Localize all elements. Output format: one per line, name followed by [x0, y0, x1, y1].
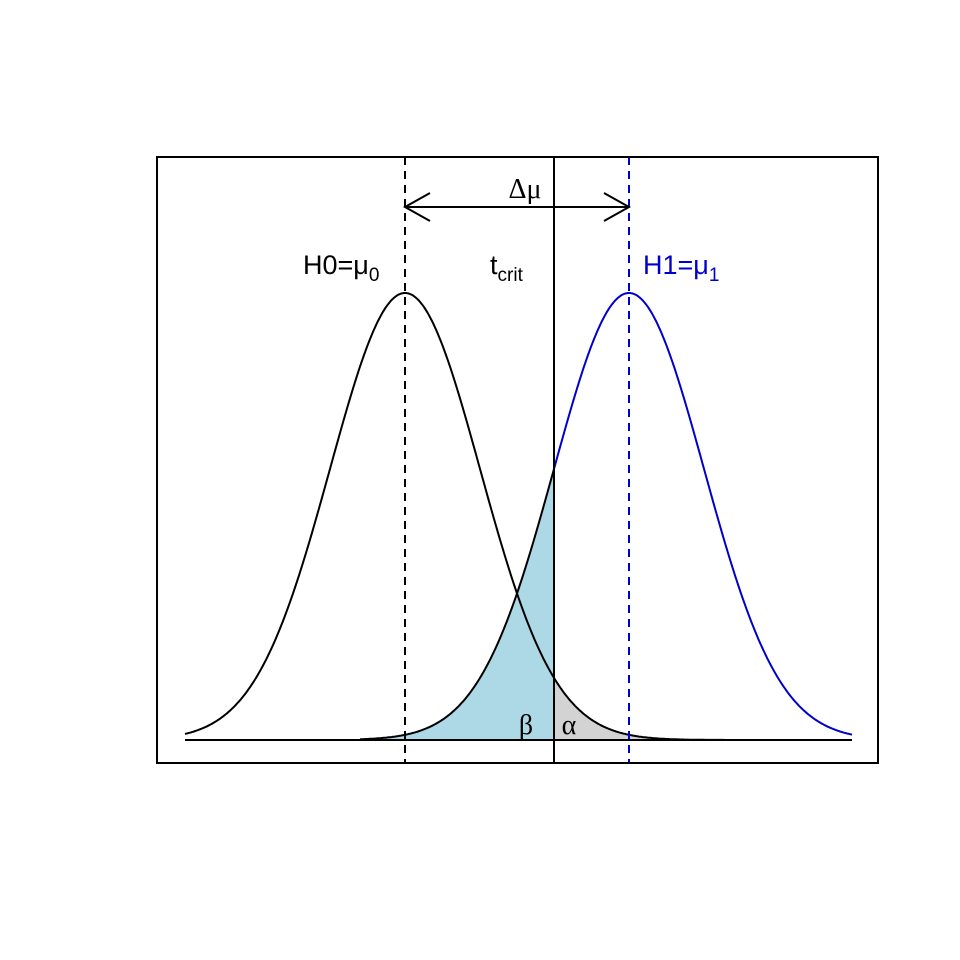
h1-label-text: H1=μ [643, 250, 709, 280]
h0-curve [184, 292, 852, 741]
plot-frame [156, 156, 879, 764]
h1-label: H1=μ1 [643, 250, 719, 286]
alpha-label: α [562, 710, 577, 741]
h0-label-text: H0=μ [303, 250, 369, 280]
beta-area [360, 468, 554, 740]
alpha-area [554, 677, 680, 740]
h1-curve [553, 292, 853, 736]
h1-curve [359, 468, 555, 741]
h1-label-sub: 1 [709, 265, 720, 286]
beta-label: β [519, 710, 533, 741]
h0-label-sub: 0 [369, 265, 380, 286]
tcrit-label: tcrit [490, 250, 524, 286]
tcrit-label-text: t [490, 250, 498, 280]
delta-label: Δμ [508, 174, 541, 205]
h0-label: H0=μ0 [303, 250, 379, 286]
delta-arrow [402, 192, 632, 222]
tcrit-label-sub: crit [498, 265, 524, 286]
